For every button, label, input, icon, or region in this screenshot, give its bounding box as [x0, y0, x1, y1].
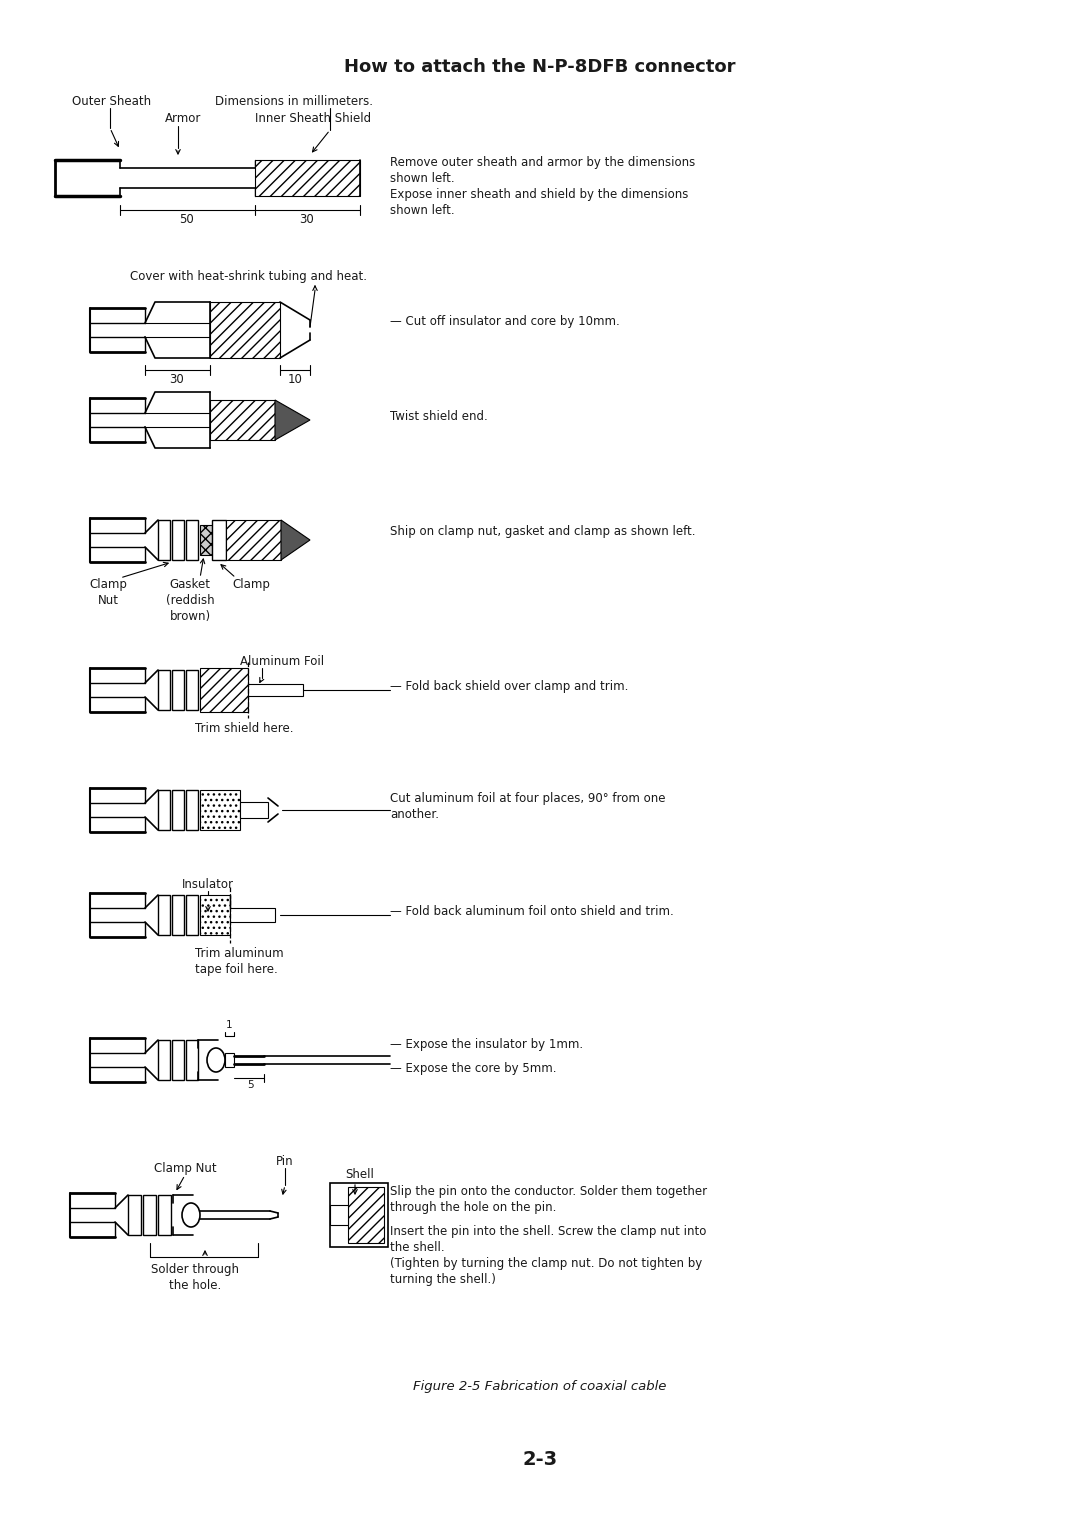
Text: Trim shield here.: Trim shield here.: [195, 723, 294, 735]
Bar: [172, 1041, 184, 1080]
Text: Ship on clamp nut, gasket and clamp as shown left.: Ship on clamp nut, gasket and clamp as s…: [390, 526, 696, 538]
Bar: [212, 520, 226, 559]
Text: Clamp
Nut: Clamp Nut: [89, 578, 127, 607]
Text: 10: 10: [287, 373, 302, 387]
Bar: [186, 790, 198, 830]
Bar: [330, 1206, 348, 1225]
Text: Shell: Shell: [345, 1167, 374, 1181]
Text: — Fold back shield over clamp and trim.: — Fold back shield over clamp and trim.: [390, 680, 629, 694]
Bar: [143, 1195, 156, 1235]
Bar: [225, 1053, 234, 1067]
Bar: [200, 668, 248, 712]
Bar: [172, 790, 184, 830]
Bar: [226, 520, 281, 559]
Polygon shape: [275, 400, 310, 440]
Bar: [210, 303, 280, 358]
Text: — Expose the core by 5mm.: — Expose the core by 5mm.: [390, 1062, 556, 1076]
Bar: [158, 895, 170, 935]
Text: Remove outer sheath and armor by the dimensions
shown left.
Expose inner sheath : Remove outer sheath and armor by the dim…: [390, 156, 696, 217]
Bar: [255, 160, 360, 196]
Text: Dimensions in millimeters.: Dimensions in millimeters.: [215, 95, 373, 108]
Text: How to attach the N-P-8DFB connector: How to attach the N-P-8DFB connector: [345, 58, 735, 76]
Bar: [158, 669, 170, 711]
Text: 2-3: 2-3: [523, 1450, 557, 1468]
Text: Figure 2-5 Fabrication of coaxial cable: Figure 2-5 Fabrication of coaxial cable: [414, 1380, 666, 1394]
Bar: [230, 908, 275, 921]
Bar: [186, 895, 198, 935]
Bar: [248, 685, 303, 695]
Text: — Fold back aluminum foil onto shield and trim.: — Fold back aluminum foil onto shield an…: [390, 905, 674, 918]
Text: 30: 30: [170, 373, 185, 387]
Text: Gasket
(reddish
brown): Gasket (reddish brown): [165, 578, 214, 623]
Text: Aluminum Foil: Aluminum Foil: [240, 656, 324, 668]
Bar: [200, 895, 230, 935]
Bar: [186, 520, 198, 559]
Text: Trim aluminum
tape foil here.: Trim aluminum tape foil here.: [195, 947, 284, 976]
Bar: [172, 669, 184, 711]
Bar: [186, 1041, 198, 1080]
Bar: [158, 1041, 170, 1080]
Bar: [200, 790, 240, 830]
Text: Clamp: Clamp: [232, 578, 270, 591]
Bar: [129, 1195, 141, 1235]
Bar: [186, 669, 198, 711]
Bar: [158, 790, 170, 830]
Text: Clamp Nut: Clamp Nut: [153, 1161, 216, 1175]
Text: 50: 50: [179, 212, 194, 226]
Bar: [158, 520, 170, 559]
Text: 1: 1: [226, 1021, 232, 1030]
Text: Inner Sheath Shield: Inner Sheath Shield: [255, 112, 372, 125]
Bar: [158, 1195, 171, 1235]
Text: Cut aluminum foil at four places, 90° from one
another.: Cut aluminum foil at four places, 90° fr…: [390, 792, 665, 821]
Text: — Expose the insulator by 1mm.: — Expose the insulator by 1mm.: [390, 1038, 583, 1051]
Text: — Cut off insulator and core by 10mm.: — Cut off insulator and core by 10mm.: [390, 315, 620, 329]
Bar: [210, 400, 275, 440]
Bar: [200, 526, 212, 555]
Text: Outer Sheath: Outer Sheath: [72, 95, 151, 108]
Bar: [330, 1183, 388, 1247]
Text: Pin: Pin: [276, 1155, 294, 1167]
Text: 30: 30: [299, 212, 314, 226]
Text: Insert the pin into the shell. Screw the clamp nut into
the shell.
(Tighten by t: Insert the pin into the shell. Screw the…: [390, 1225, 706, 1287]
Text: Armor: Armor: [165, 112, 201, 125]
Text: Twist shield end.: Twist shield end.: [390, 410, 488, 423]
Text: 5: 5: [246, 1080, 254, 1089]
Bar: [348, 1187, 384, 1242]
Polygon shape: [281, 520, 310, 559]
Text: Insulator: Insulator: [183, 879, 234, 891]
Bar: [172, 895, 184, 935]
Text: Solder through
the hole.: Solder through the hole.: [151, 1264, 239, 1293]
Text: Cover with heat-shrink tubing and heat.: Cover with heat-shrink tubing and heat.: [130, 270, 367, 283]
Text: Slip the pin onto the conductor. Solder them together
through the hole on the pi: Slip the pin onto the conductor. Solder …: [390, 1186, 707, 1215]
Bar: [240, 802, 268, 817]
Bar: [172, 520, 184, 559]
